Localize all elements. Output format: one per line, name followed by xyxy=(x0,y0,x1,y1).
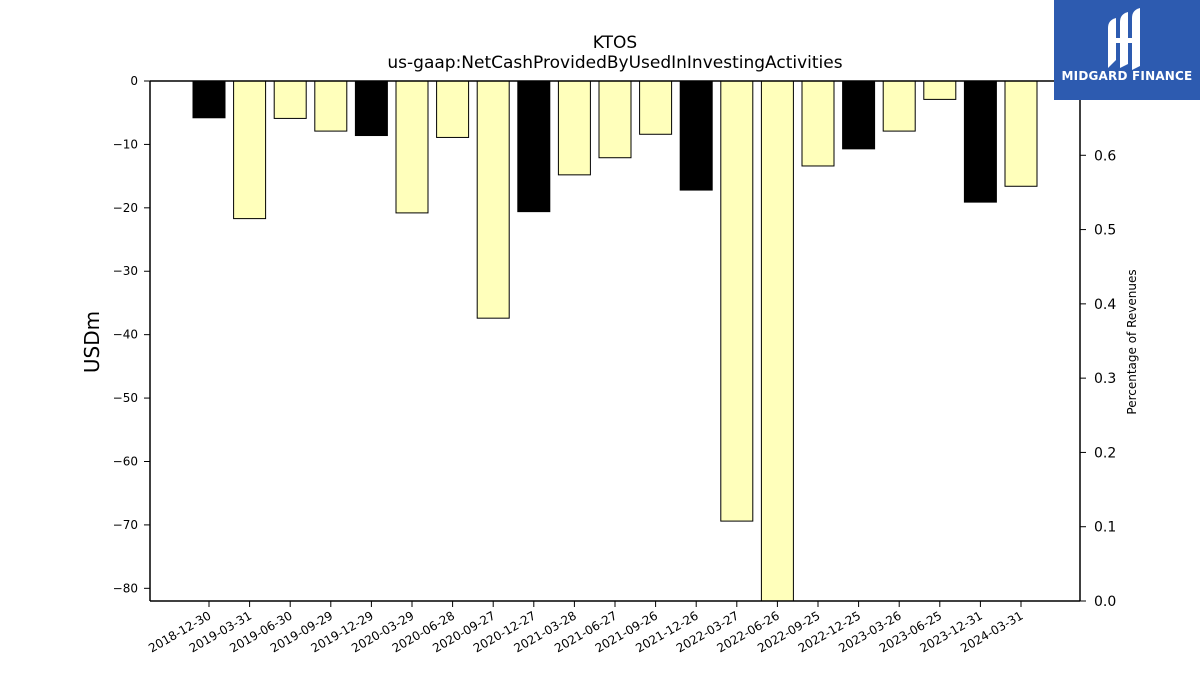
bar-2024-03-31 xyxy=(1004,80,1038,187)
y2-axis-label: Percentage of Revenues xyxy=(1125,269,1139,414)
y2-tick-label: 0.6 xyxy=(1094,148,1116,164)
logo-text: MIDGARD FINANCE xyxy=(1061,69,1193,83)
y-tick-label: −40 xyxy=(113,328,138,342)
bar-2020-06-28 xyxy=(436,80,470,138)
chart-subtitle: us-gaap:NetCashProvidedByUsedInInvesting… xyxy=(387,53,842,73)
bar-2023-06-25 xyxy=(923,80,957,100)
bar-2019-12-29 xyxy=(354,80,388,137)
brand-logo: MIDGARD FINANCE xyxy=(1054,0,1200,100)
y-tick-label: 0 xyxy=(130,74,138,88)
bar-2019-03-31 xyxy=(233,80,267,220)
y-tick-label: −60 xyxy=(113,454,138,468)
bars-group xyxy=(192,80,1038,602)
y-tick-label: −10 xyxy=(113,137,138,151)
y-tick-label: −30 xyxy=(113,264,138,278)
bar-2023-12-31 xyxy=(963,80,997,203)
y2-tick-label: 0.3 xyxy=(1094,371,1116,387)
y-axis-label: USDm xyxy=(80,311,104,373)
y2-tick-label: 0.5 xyxy=(1094,223,1116,239)
bar-2019-09-29 xyxy=(314,80,348,132)
bar-2020-09-27 xyxy=(476,80,510,319)
bar-2022-06-26 xyxy=(760,80,794,602)
logo-mark-icon xyxy=(1108,8,1140,70)
y2-tick-label: 0.1 xyxy=(1094,520,1116,536)
chart-title: KTOS xyxy=(593,33,637,53)
bar-2021-06-27 xyxy=(598,80,632,159)
bar-2018-12-30 xyxy=(192,80,226,119)
bar-2022-03-27 xyxy=(720,80,754,522)
y2-tick-label: 0.2 xyxy=(1094,445,1116,461)
y2-tick-label: 0.0 xyxy=(1094,594,1116,610)
y-tick-label: −70 xyxy=(113,518,138,532)
y-tick-label: −20 xyxy=(113,201,138,215)
bar-2020-03-29 xyxy=(395,80,429,214)
bar-2021-12-26 xyxy=(679,80,713,191)
bar-2021-03-28 xyxy=(557,80,591,176)
y-tick-label: −50 xyxy=(113,391,138,405)
bar-2020-12-27 xyxy=(517,80,551,213)
bar-2022-12-25 xyxy=(842,80,876,150)
y2-tick-label: 0.4 xyxy=(1094,297,1116,313)
y-tick-label: −80 xyxy=(113,581,138,595)
bar-2019-06-30 xyxy=(273,80,307,119)
bar-2022-09-25 xyxy=(801,80,835,167)
bar-2023-03-26 xyxy=(882,80,916,132)
bar-2021-09-26 xyxy=(639,80,673,135)
